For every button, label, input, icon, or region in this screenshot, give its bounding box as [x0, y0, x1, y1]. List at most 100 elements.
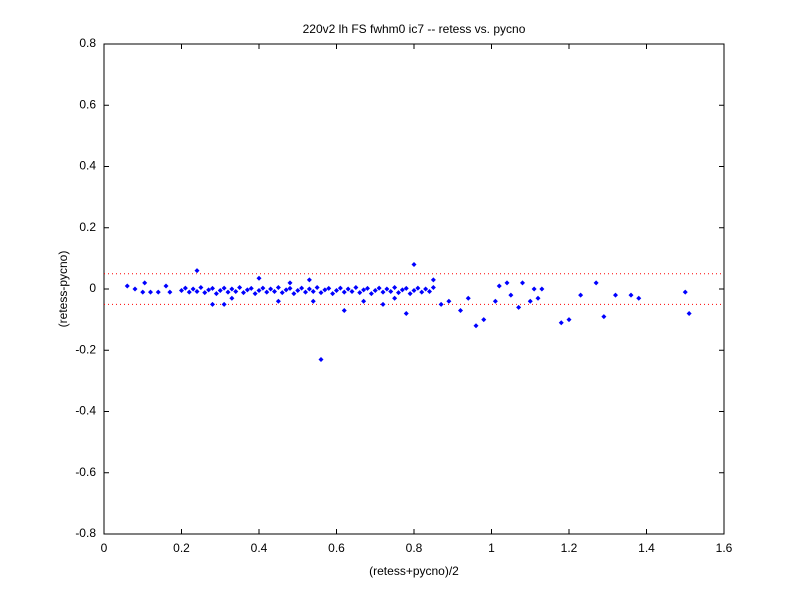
point	[291, 291, 297, 297]
x-tick-label: 0.8	[406, 541, 423, 555]
point	[194, 288, 200, 294]
y-tick-label: 0.8	[79, 36, 96, 50]
point	[427, 288, 432, 294]
point	[283, 287, 289, 293]
point	[384, 286, 390, 292]
point	[527, 298, 533, 304]
point	[210, 285, 215, 291]
point	[682, 289, 688, 295]
point	[310, 288, 316, 294]
point	[163, 283, 169, 289]
point	[458, 307, 463, 313]
point	[578, 292, 584, 298]
point	[260, 285, 266, 291]
x-tick-label: 0.4	[251, 541, 268, 555]
point	[306, 277, 312, 283]
point	[365, 285, 370, 291]
point	[392, 284, 398, 290]
point	[380, 301, 386, 307]
point	[275, 298, 281, 304]
point	[601, 314, 607, 320]
point	[264, 289, 270, 295]
point	[430, 277, 436, 283]
point	[241, 290, 246, 296]
point	[613, 292, 618, 298]
y-tick-label: -0.4	[75, 404, 96, 418]
point	[217, 288, 223, 294]
x-tick-label: 0.2	[173, 541, 190, 555]
point	[403, 285, 409, 291]
point	[368, 291, 374, 297]
point	[306, 286, 312, 292]
point	[213, 291, 219, 297]
point	[210, 301, 215, 307]
point	[155, 289, 161, 295]
point	[593, 280, 599, 286]
point	[376, 285, 382, 291]
point	[202, 290, 208, 296]
point	[124, 283, 130, 289]
point	[252, 291, 258, 297]
point	[326, 285, 332, 291]
point	[256, 288, 262, 294]
point	[167, 289, 173, 295]
point	[310, 298, 316, 304]
y-tick-label: 0.6	[79, 97, 96, 111]
point	[531, 286, 537, 292]
point	[233, 288, 239, 294]
point	[481, 317, 487, 323]
point	[411, 262, 417, 267]
point	[372, 288, 378, 294]
chart-title: 220v2 lh FS fwhm0 ic7 -- retess vs. pycn…	[303, 22, 526, 36]
point	[392, 295, 398, 301]
point	[190, 286, 196, 292]
point	[142, 280, 148, 286]
point	[132, 286, 138, 292]
y-axis-label: (retess-pycno)	[56, 251, 70, 328]
point	[256, 275, 262, 281]
point	[318, 356, 324, 362]
point	[237, 284, 243, 290]
point	[248, 285, 254, 291]
point	[275, 284, 281, 290]
point	[194, 268, 200, 274]
point	[446, 298, 452, 304]
x-tick-label: 1.6	[716, 541, 733, 555]
point	[535, 295, 541, 301]
point	[496, 283, 502, 289]
point	[558, 320, 564, 326]
point	[334, 288, 339, 294]
point	[299, 285, 305, 291]
point	[182, 285, 188, 291]
point	[353, 284, 359, 290]
point	[504, 280, 510, 286]
point	[465, 295, 471, 301]
point	[473, 323, 479, 329]
point	[295, 288, 301, 294]
point	[341, 307, 347, 313]
point	[686, 311, 692, 316]
point	[636, 295, 642, 301]
point	[380, 289, 386, 295]
x-tick-label: 1.2	[561, 541, 578, 555]
x-tick-label: 1	[488, 541, 495, 555]
point	[198, 284, 204, 290]
point	[287, 285, 293, 291]
point	[322, 287, 328, 293]
point	[357, 290, 363, 296]
x-axis-label: (retess+pycno)/2	[369, 564, 459, 578]
point	[403, 311, 409, 316]
point	[415, 285, 421, 291]
point	[229, 286, 235, 292]
y-tick-label: -0.2	[75, 342, 96, 356]
y-tick-label: -0.6	[75, 465, 96, 479]
point	[318, 290, 324, 296]
point	[423, 286, 429, 292]
point	[508, 292, 514, 298]
point	[438, 301, 444, 307]
point	[399, 287, 405, 293]
point	[229, 295, 235, 301]
point	[179, 288, 184, 294]
point	[268, 286, 274, 292]
